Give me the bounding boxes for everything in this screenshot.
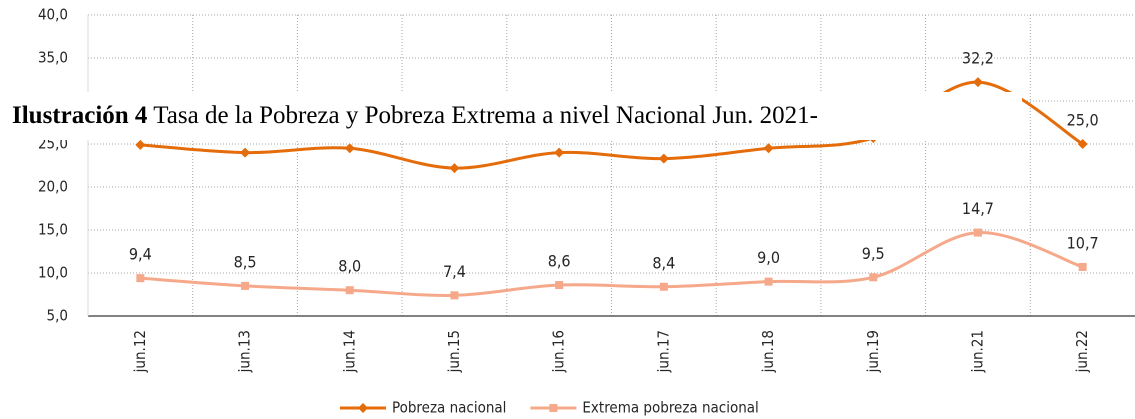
- point: [972, 77, 983, 88]
- caption: Ilustración 4 Tasa de la Pobreza y Pobre…: [0, 92, 1022, 140]
- x-tick-label: jun.13: [236, 330, 254, 373]
- point: [135, 139, 146, 150]
- data-label: 10,7: [1067, 233, 1099, 252]
- point: [345, 286, 354, 295]
- point: [549, 404, 558, 412]
- point: [763, 143, 774, 154]
- data-label: 9,5: [862, 244, 885, 263]
- x-tick-label: jun.14: [340, 330, 358, 373]
- caption-text: Tasa de la Pobreza y Pobreza Extrema a n…: [153, 102, 818, 129]
- point: [1077, 139, 1088, 149]
- legend-label: Extrema pobreza nacional: [582, 399, 758, 417]
- point: [241, 281, 250, 290]
- x-tick-label: jun.16: [550, 330, 568, 373]
- data-label: 25,0: [1067, 111, 1099, 130]
- legend-item: Pobreza nacional: [340, 399, 506, 417]
- data-label: 7,4: [443, 262, 466, 281]
- x-tick-label: jun.18: [759, 330, 777, 373]
- legend-label: Pobreza nacional: [392, 399, 506, 417]
- point: [450, 291, 459, 300]
- point: [240, 147, 251, 158]
- point: [973, 228, 982, 237]
- x-tick-label: jun.22: [1073, 330, 1091, 373]
- x-tick-label: jun.21: [968, 330, 986, 373]
- y-tick-label: 10,0: [38, 264, 68, 282]
- series-line: [140, 231, 1084, 297]
- caption-label: Ilustración 4: [12, 102, 148, 129]
- y-tick-label: 40,0: [38, 6, 68, 24]
- x-tick-label: jun.19: [864, 330, 882, 373]
- data-label: 8,4: [652, 253, 675, 272]
- point: [658, 153, 669, 164]
- y-tick-label: 15,0: [38, 221, 68, 239]
- point: [358, 403, 368, 413]
- point: [344, 143, 355, 154]
- data-label: 32,2: [962, 49, 994, 68]
- data-label: 8,0: [338, 257, 361, 276]
- point: [659, 282, 668, 291]
- x-tick-label: jun.15: [445, 330, 463, 373]
- data-label: 8,6: [548, 252, 571, 271]
- y-tick-label: 5,0: [47, 307, 68, 325]
- data-label: 14,7: [962, 199, 994, 218]
- point: [1078, 262, 1087, 271]
- y-tick-label: 35,0: [38, 49, 68, 67]
- data-label: 8,5: [234, 252, 257, 271]
- x-tick-label: jun.17: [654, 330, 672, 373]
- y-tick-label: 20,0: [38, 178, 68, 196]
- point: [869, 273, 878, 282]
- x-tick-label: jun.12: [131, 330, 149, 373]
- point: [555, 281, 564, 290]
- legend-item: Extrema pobreza nacional: [530, 399, 759, 417]
- point: [764, 277, 773, 286]
- point: [136, 274, 145, 283]
- data-label: 9,4: [129, 245, 152, 264]
- point: [449, 163, 460, 174]
- point: [554, 147, 565, 158]
- data-label: 9,0: [757, 248, 780, 267]
